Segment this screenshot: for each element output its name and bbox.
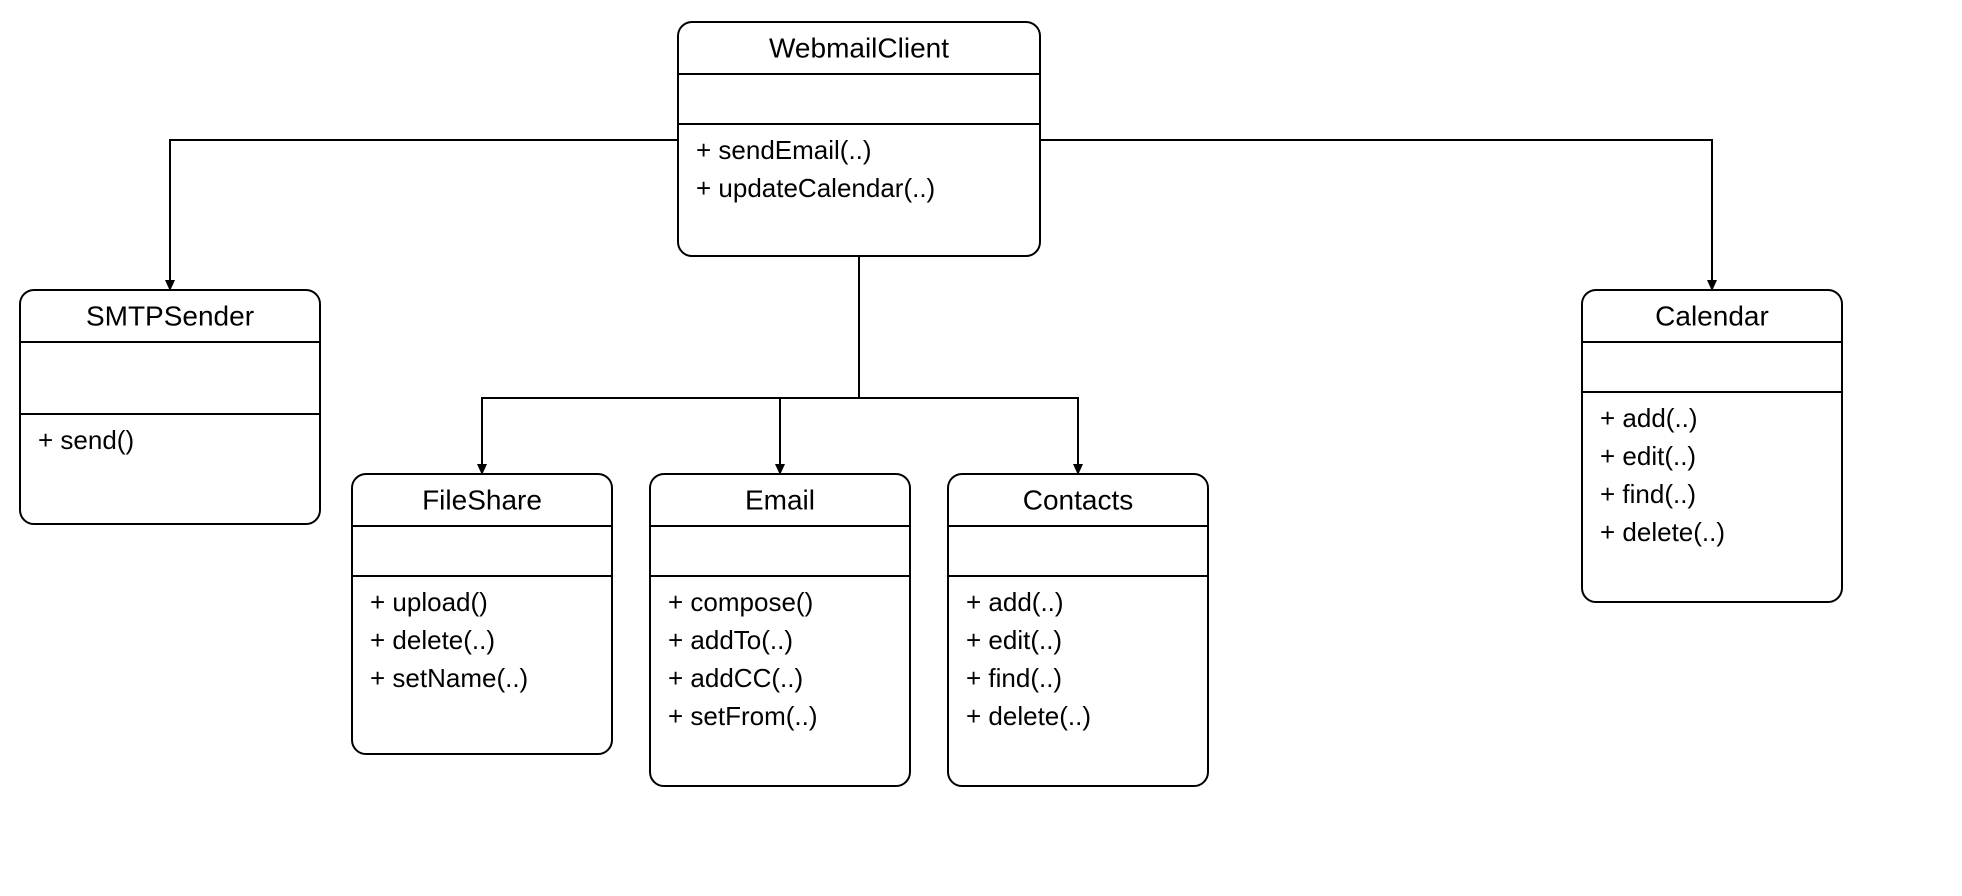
class-title: Calendar (1655, 300, 1769, 331)
class-title: WebmailClient (769, 32, 949, 63)
class-contacts: Contacts + add(..) + edit(..) + find(..) + d… (948, 474, 1208, 786)
class-method: + add(..) (1600, 403, 1698, 433)
class-webmail: WebmailClient + sendEmail(..) + updateCale… (678, 22, 1040, 256)
class-method: + send() (38, 425, 134, 455)
edge-webmail-smtp (170, 140, 678, 290)
edge-webmail-email (780, 256, 859, 474)
class-smtp: SMTPSender + send() (20, 290, 320, 524)
edge-webmail-contacts (859, 256, 1078, 474)
class-method: + edit(..) (966, 625, 1062, 655)
class-method: + compose() (668, 587, 813, 617)
class-title: Contacts (1023, 484, 1134, 515)
class-method: + find(..) (1600, 479, 1696, 509)
classes-layer: WebmailClient + sendEmail(..) + updateCale… (20, 22, 1842, 786)
class-calendar: Calendar + add(..) + edit(..) + find(..) + d… (1582, 290, 1842, 602)
class-method: + edit(..) (1600, 441, 1696, 471)
class-title: SMTPSender (86, 300, 254, 331)
class-title: FileShare (422, 484, 542, 515)
edge-webmail-calendar (1040, 140, 1712, 290)
class-method: + setName(..) (370, 663, 528, 693)
class-method: + find(..) (966, 663, 1062, 693)
class-method: + add(..) (966, 587, 1064, 617)
class-method: + addTo(..) (668, 625, 793, 655)
class-method: + sendEmail(..) (696, 135, 872, 165)
class-method: + addCC(..) (668, 663, 803, 693)
class-email: Email + compose() + addTo(..) + addCC(..) + … (650, 474, 910, 786)
class-method: + setFrom(..) (668, 701, 818, 731)
class-fileshare: FileShare + upload() + delete(..) + setName… (352, 474, 612, 754)
edge-webmail-fileshare (482, 256, 859, 474)
uml-class-diagram: WebmailClient + sendEmail(..) + updateCale… (0, 0, 1962, 896)
class-title: Email (745, 484, 815, 515)
class-method: + updateCalendar(..) (696, 173, 935, 203)
class-method: + delete(..) (1600, 517, 1725, 547)
class-method: + delete(..) (966, 701, 1091, 731)
class-method: + upload() (370, 587, 488, 617)
class-method: + delete(..) (370, 625, 495, 655)
